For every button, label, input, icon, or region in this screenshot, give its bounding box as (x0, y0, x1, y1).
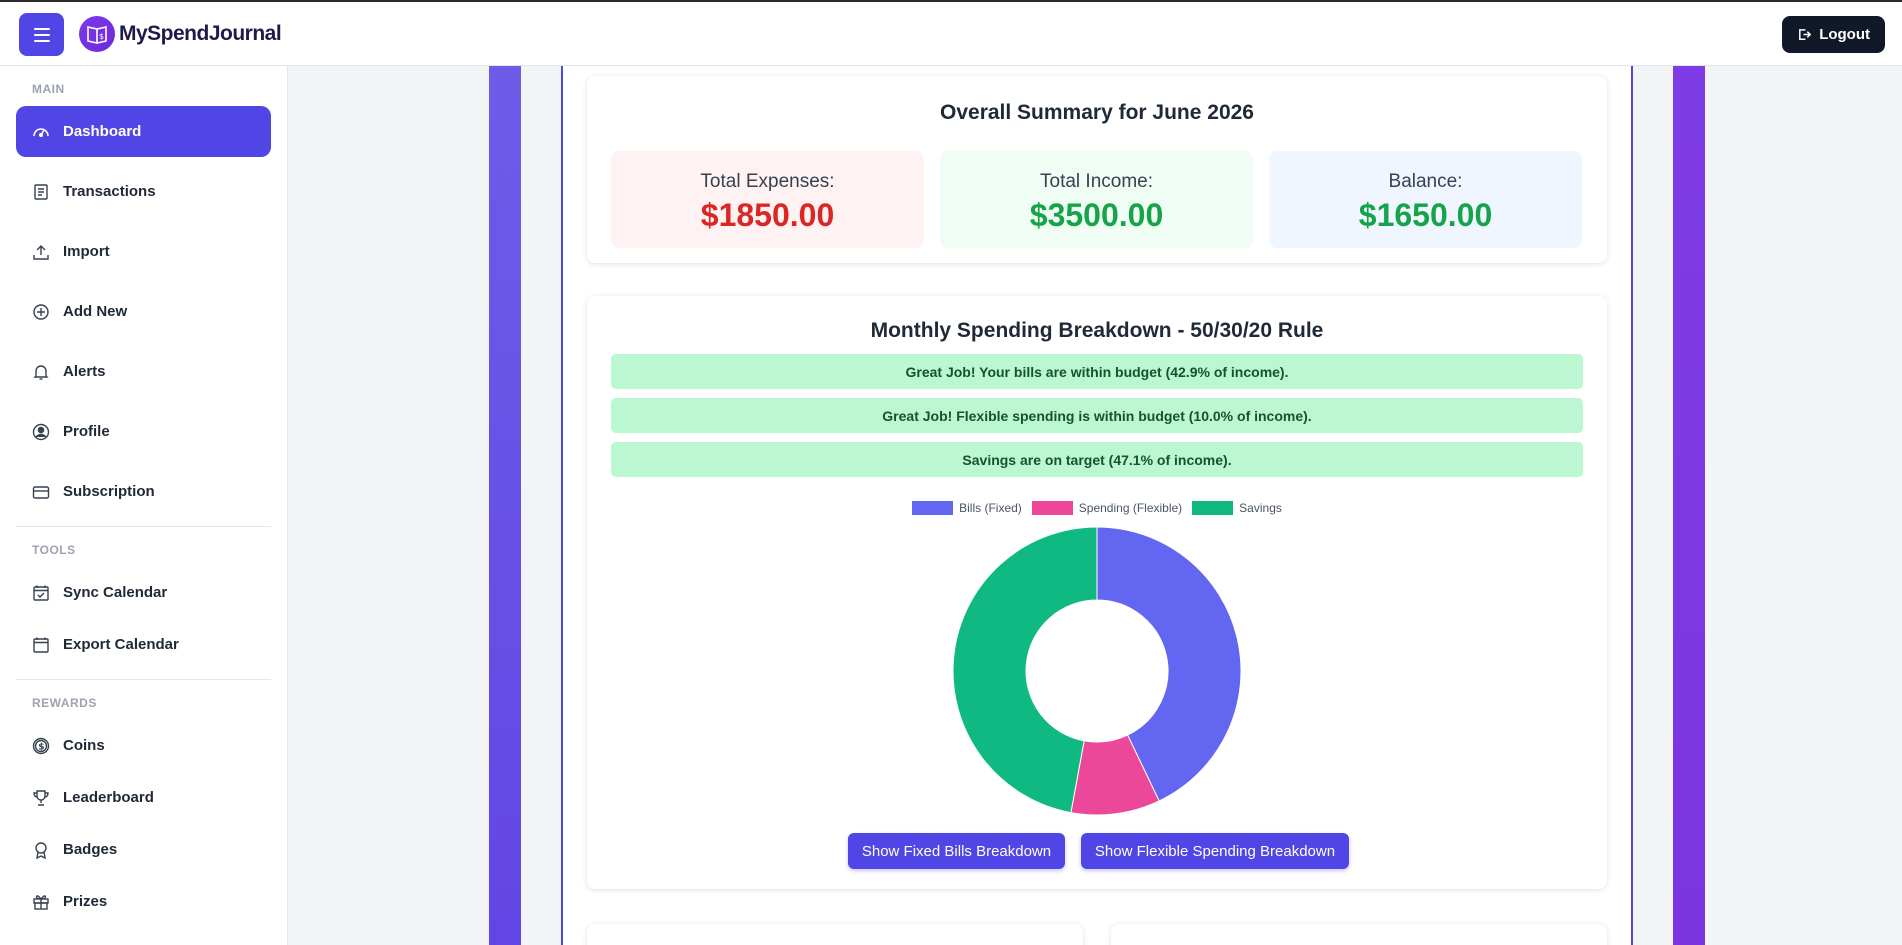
calendar-icon (31, 635, 51, 655)
sidebar-item-label: Subscription (63, 483, 155, 500)
gauge-icon (31, 122, 51, 142)
legend-item[interactable]: Savings (1192, 501, 1282, 515)
legend-swatch (912, 501, 954, 515)
logout-icon (1799, 29, 1812, 40)
decorative-stripe-right (1673, 66, 1705, 945)
sidebar-item-label: Prizes (63, 893, 108, 910)
legend-label: Spending (Flexible) (1078, 501, 1183, 515)
gift-icon (31, 892, 51, 912)
trophy-icon (31, 788, 51, 808)
bills-alert: Great Job! Your bills are within budget … (611, 354, 1583, 389)
summary-title: Overall Summary for June 2026 (940, 101, 1254, 124)
sidebar-item-label: Badges (63, 841, 118, 858)
user-circle-icon (31, 422, 51, 442)
sidebar: MAIN Dashboard Transactions Import Add N… (0, 66, 288, 945)
badge-icon (31, 840, 51, 860)
sidebar-item-subscription[interactable]: Subscription (16, 466, 271, 517)
svg-text:$: $ (38, 742, 44, 752)
balance-label: Balance: (1388, 171, 1463, 192)
donut-slice-savings[interactable] (952, 526, 1098, 814)
chart-legend: Bills (Fixed) Spending (Flexible) Savings (587, 501, 1607, 515)
legend-label: Savings (1239, 501, 1282, 515)
menu-icon-line (33, 27, 50, 30)
lower-card-right (1111, 924, 1607, 945)
sidebar-item-label: Coins (63, 737, 105, 754)
summary-card: Overall Summary for June 2026 Total Expe… (587, 76, 1607, 263)
lower-card-left (587, 924, 1083, 945)
legend-swatch (1192, 501, 1234, 515)
decorative-stripe-left (489, 66, 521, 945)
sidebar-item-label: Alerts (63, 363, 106, 380)
main-content: Overall Summary for June 2026 Total Expe… (561, 66, 1633, 945)
sidebar-item-export-calendar[interactable]: Export Calendar (16, 619, 271, 670)
sidebar-divider (16, 679, 271, 680)
breakdown-card: Monthly Spending Breakdown - 50/30/20 Ru… (587, 296, 1607, 889)
income-stat: Total Income: $3500.00 (940, 151, 1253, 248)
legend-label: Bills (Fixed) (959, 501, 1022, 515)
upload-icon (31, 242, 51, 262)
sidebar-item-label: Sync Calendar (63, 584, 168, 601)
sidebar-item-label: Transactions (63, 183, 156, 200)
plus-circle-icon (31, 302, 51, 322)
income-value: $3500.00 (1029, 197, 1164, 233)
bell-icon (31, 362, 51, 382)
calendar-check-icon (31, 583, 51, 603)
sidebar-item-label: Dashboard (63, 123, 142, 140)
spending-donut-chart (952, 526, 1242, 816)
sidebar-item-import[interactable]: Import (16, 226, 271, 277)
sidebar-section-tools: TOOLS (32, 543, 76, 557)
sidebar-item-badges[interactable]: Badges (16, 824, 271, 875)
sidebar-item-coins[interactable]: $ Coins (16, 720, 271, 771)
legend-item[interactable]: Spending (Flexible) (1031, 501, 1183, 515)
show-fixed-bills-button[interactable]: Show Fixed Bills Breakdown (848, 833, 1065, 869)
donut-slice-bills-fixed[interactable] (1096, 526, 1242, 802)
sidebar-item-alerts[interactable]: Alerts (16, 346, 271, 397)
expenses-label: Total Expenses: (700, 171, 835, 192)
menu-icon-line (33, 33, 50, 36)
sidebar-section-main: MAIN (32, 82, 65, 96)
flexible-alert: Great Job! Flexible spending is within b… (611, 398, 1583, 433)
sidebar-section-rewards: REWARDS (32, 696, 97, 710)
top-bar: $ MySpendJournal Logout (0, 0, 1902, 66)
sidebar-item-sync-calendar[interactable]: Sync Calendar (16, 567, 271, 618)
expenses-value: $1850.00 (700, 197, 835, 233)
credit-card-icon (31, 482, 51, 502)
sidebar-item-leaderboard[interactable]: Leaderboard (16, 772, 271, 823)
coin-icon: $ (31, 736, 51, 756)
balance-value: $1650.00 (1358, 197, 1493, 233)
logout-label: Logout (1819, 26, 1870, 43)
logout-button[interactable]: Logout (1782, 16, 1885, 53)
logo-icon[interactable]: $ (79, 16, 115, 52)
sidebar-divider (16, 526, 271, 527)
sidebar-item-label: Add New (63, 303, 128, 320)
savings-alert: Savings are on target (47.1% of income). (611, 442, 1583, 477)
expenses-stat: Total Expenses: $1850.00 (611, 151, 924, 248)
sidebar-item-dashboard[interactable]: Dashboard (16, 106, 271, 157)
sidebar-item-label: Leaderboard (63, 789, 154, 806)
sidebar-item-transactions[interactable]: Transactions (16, 166, 271, 217)
sidebar-item-profile[interactable]: Profile (16, 406, 271, 457)
brand-name[interactable]: MySpendJournal (119, 22, 282, 45)
legend-item[interactable]: Bills (Fixed) (912, 501, 1022, 515)
income-label: Total Income: (1040, 171, 1153, 192)
sidebar-item-add-new[interactable]: Add New (16, 286, 271, 337)
svg-text:$: $ (99, 32, 104, 41)
sidebar-item-label: Profile (63, 423, 110, 440)
hamburger-menu-button[interactable] (19, 13, 64, 56)
menu-icon-line (33, 39, 50, 42)
balance-stat: Balance: $1650.00 (1269, 151, 1582, 248)
sidebar-item-label: Import (63, 243, 110, 260)
breakdown-title: Monthly Spending Breakdown - 50/30/20 Ru… (870, 319, 1324, 342)
sidebar-item-label: Export Calendar (63, 636, 179, 653)
sidebar-item-prizes[interactable]: Prizes (16, 876, 271, 927)
legend-swatch (1031, 501, 1073, 515)
show-flexible-spending-button[interactable]: Show Flexible Spending Breakdown (1081, 833, 1349, 869)
receipt-icon (31, 182, 51, 202)
